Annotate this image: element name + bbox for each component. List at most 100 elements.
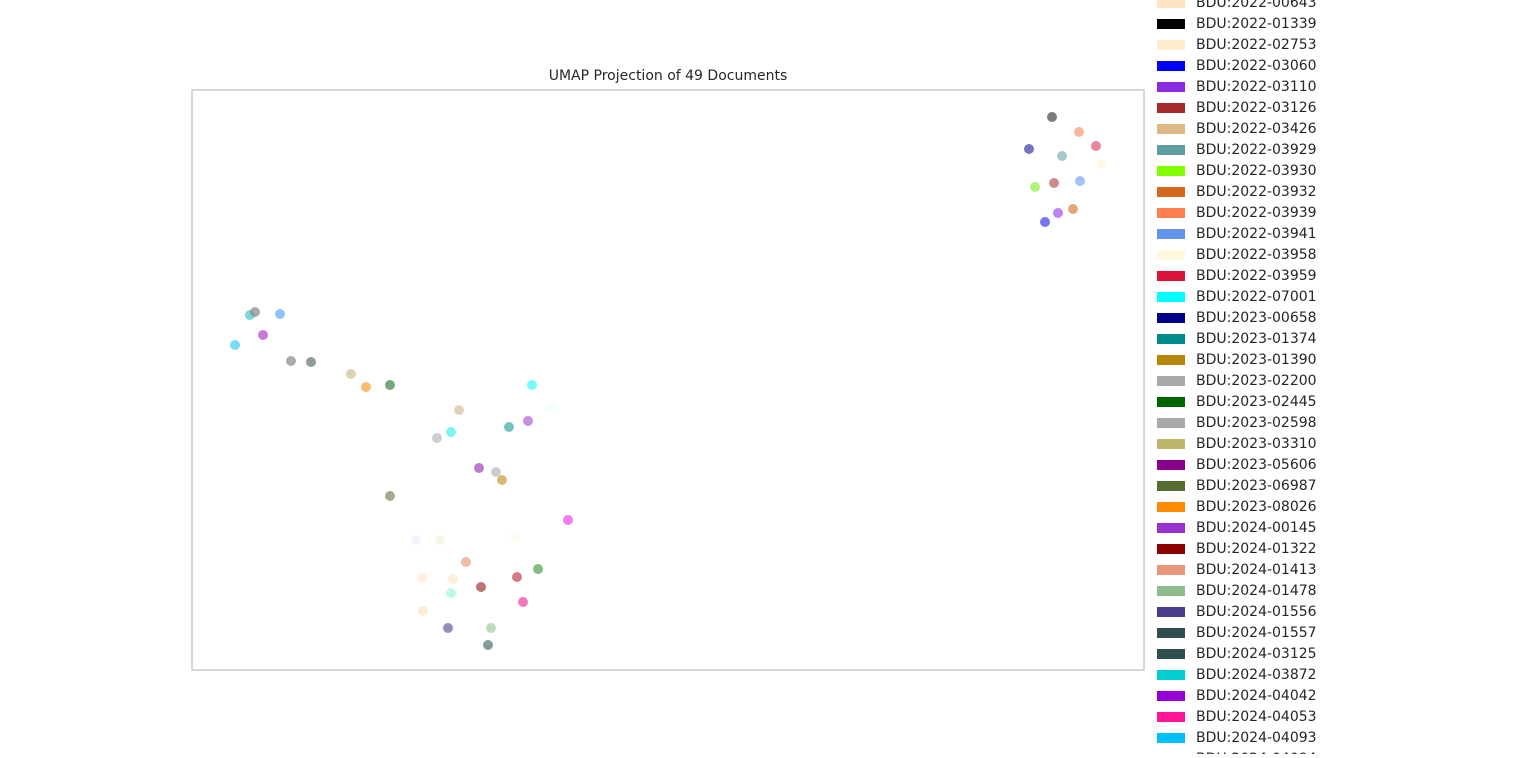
- legend-swatch: [1157, 397, 1185, 407]
- point: [230, 340, 240, 350]
- point: [497, 475, 507, 485]
- point: [306, 357, 316, 367]
- legend-swatch: [1157, 229, 1185, 239]
- legend-swatch: [1157, 691, 1185, 701]
- point: [418, 606, 428, 616]
- point: [417, 573, 427, 583]
- legend-label: BDU:2024-04042: [1196, 688, 1317, 704]
- point: [361, 382, 371, 392]
- legend-swatch: [1157, 334, 1185, 344]
- point: [1091, 141, 1101, 151]
- legend-swatch: [1157, 607, 1185, 617]
- legend-swatch: [1157, 82, 1185, 92]
- legend-swatch: [1157, 502, 1185, 512]
- legend-label: BDU:2023-08026: [1196, 499, 1317, 515]
- legend-swatch: [1157, 586, 1185, 596]
- legend-label: BDU:2022-03959: [1196, 268, 1317, 284]
- point: [1074, 127, 1084, 137]
- point: [443, 623, 453, 633]
- point: [446, 427, 456, 437]
- legend-label: BDU:2024-01478: [1196, 583, 1317, 599]
- point: [432, 433, 442, 443]
- point: [1049, 178, 1059, 188]
- point: [476, 582, 486, 592]
- legend-label: BDU:2023-03310: [1196, 436, 1317, 452]
- legend-label: BDU:2024-01413: [1196, 562, 1317, 578]
- point: [1040, 217, 1050, 227]
- legend-label: BDU:2022-03958: [1196, 247, 1317, 263]
- point: [346, 369, 356, 379]
- point: [1053, 208, 1063, 218]
- point: [512, 572, 522, 582]
- legend-swatch: [1157, 376, 1185, 386]
- legend-label: BDU:2024-04093: [1196, 730, 1317, 746]
- legend-label: BDU:2022-03932: [1196, 184, 1317, 200]
- point: [504, 422, 514, 432]
- legend-label: BDU:2022-02753: [1196, 37, 1317, 53]
- point: [527, 380, 537, 390]
- legend-swatch: [1157, 460, 1185, 470]
- point: [1030, 182, 1040, 192]
- legend-label: BDU:2023-05606: [1196, 457, 1317, 473]
- point: [486, 623, 496, 633]
- legend-label: BDU:2022-03110: [1196, 79, 1317, 95]
- legend-swatch: [1157, 19, 1185, 29]
- legend-label: BDU:2022-03426: [1196, 121, 1317, 137]
- legend-label: BDU:2022-03126: [1196, 100, 1317, 116]
- point: [258, 330, 268, 340]
- legend-label: BDU:2024-01322: [1196, 541, 1317, 557]
- legend-swatch: [1157, 649, 1185, 659]
- legend-swatch: [1157, 439, 1185, 449]
- legend-swatch: [1157, 481, 1185, 491]
- point: [1047, 112, 1057, 122]
- legend-swatch: [1157, 628, 1185, 638]
- legend-label: BDU:2024-03872: [1196, 667, 1317, 683]
- legend-label: BDU:2023-02200: [1196, 373, 1317, 389]
- legend-label: BDU:2022-03941: [1196, 226, 1317, 242]
- legend-label: BDU:2022-03929: [1196, 142, 1317, 158]
- point: [474, 463, 484, 473]
- point: [385, 380, 395, 390]
- point: [533, 564, 543, 574]
- legend-swatch: [1157, 187, 1185, 197]
- point: [275, 309, 285, 319]
- legend-swatch: [1157, 544, 1185, 554]
- point: [461, 557, 471, 567]
- legend-swatch: [1157, 145, 1185, 155]
- point: [435, 535, 445, 545]
- point: [510, 532, 520, 542]
- legend-label: BDU:2023-00658: [1196, 310, 1317, 326]
- legend-swatch: [1157, 292, 1185, 302]
- legend-label: BDU:2023-06987: [1196, 478, 1317, 494]
- point: [454, 405, 464, 415]
- legend-swatch: [1157, 271, 1185, 281]
- legend-swatch: [1157, 250, 1185, 260]
- point: [385, 491, 395, 501]
- legend-swatch: [1157, 565, 1185, 575]
- point: [446, 588, 456, 598]
- legend-swatch: [1157, 208, 1185, 218]
- point: [546, 402, 556, 412]
- point: [448, 574, 458, 584]
- point: [491, 467, 501, 477]
- point: [286, 356, 296, 366]
- legend-label: BDU:2023-01374: [1196, 331, 1317, 347]
- plot-frame: [191, 89, 1145, 671]
- legend-label: BDU:2022-00643: [1196, 0, 1317, 11]
- legend-label: BDU:2022-03939: [1196, 205, 1317, 221]
- legend-label: BDU:2024-03125: [1196, 646, 1317, 662]
- point: [1068, 204, 1078, 214]
- legend-swatch: [1157, 523, 1185, 533]
- legend-swatch: [1157, 313, 1185, 323]
- point: [411, 535, 421, 545]
- point: [518, 597, 528, 607]
- legend-swatch: [1157, 124, 1185, 134]
- legend-swatch: [1157, 418, 1185, 428]
- point: [523, 416, 533, 426]
- point: [250, 307, 260, 317]
- point: [1075, 176, 1085, 186]
- legend-swatch: [1157, 712, 1185, 722]
- legend-label: BDU:2023-02598: [1196, 415, 1317, 431]
